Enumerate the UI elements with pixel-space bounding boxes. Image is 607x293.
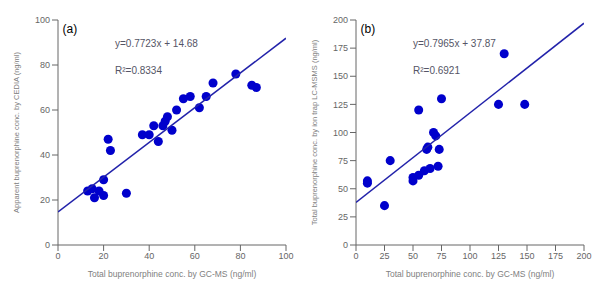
svg-text:40: 40	[40, 150, 50, 160]
svg-text:25: 25	[338, 212, 348, 222]
svg-text:Total buprenorphine conc. by i: Total buprenorphine conc. by ion trap LC…	[310, 39, 319, 225]
svg-text:200: 200	[576, 251, 591, 261]
html-text:y=0.7723x + 14.68: y=0.7723x + 14.68	[115, 38, 198, 49]
html-text:(b): (b)	[360, 22, 376, 37]
html-text:(a): (a)	[62, 22, 78, 37]
svg-text:25: 25	[379, 251, 389, 261]
svg-text:75: 75	[436, 251, 446, 261]
svg-text:200: 200	[333, 15, 348, 25]
html-text:y=0.7965x + 37.87: y=0.7965x + 37.87	[413, 38, 496, 49]
svg-text:0: 0	[55, 251, 60, 261]
svg-text:150: 150	[519, 251, 534, 261]
svg-text:20: 20	[40, 195, 50, 205]
svg-text:80: 80	[235, 251, 245, 261]
svg-text:20: 20	[99, 251, 109, 261]
svg-text:80: 80	[40, 60, 50, 70]
svg-text:175: 175	[333, 43, 348, 53]
svg-text:0: 0	[45, 240, 50, 250]
html-text:R²=0.6921: R²=0.6921	[413, 65, 460, 76]
svg-text:100: 100	[35, 15, 50, 25]
svg-text:60: 60	[190, 251, 200, 261]
svg-text:50: 50	[408, 251, 418, 261]
svg-text:50: 50	[338, 184, 348, 194]
svg-text:40: 40	[144, 251, 154, 261]
svg-text:150: 150	[333, 71, 348, 81]
svg-text:0: 0	[353, 251, 358, 261]
svg-text:Total buprenorphine conc. by G: Total buprenorphine conc. by GC-MS (ng/m…	[386, 269, 555, 279]
svg-text:125: 125	[491, 251, 506, 261]
svg-text:125: 125	[333, 100, 348, 110]
svg-text:0: 0	[343, 240, 348, 250]
svg-text:100: 100	[462, 251, 477, 261]
svg-text:100: 100	[278, 251, 293, 261]
html-text:R²=0.8334: R²=0.8334	[115, 65, 162, 76]
svg-text:100: 100	[333, 128, 348, 138]
svg-text:60: 60	[40, 105, 50, 115]
svg-text:175: 175	[548, 251, 563, 261]
svg-text:Total buprenorphine conc. by G: Total buprenorphine conc. by GC-MS (ng/m…	[88, 269, 257, 279]
svg-text:Apparent buprenorphine conc. b: Apparent buprenorphine conc. by CEDIA (n…	[12, 52, 21, 213]
svg-text:75: 75	[338, 156, 348, 166]
